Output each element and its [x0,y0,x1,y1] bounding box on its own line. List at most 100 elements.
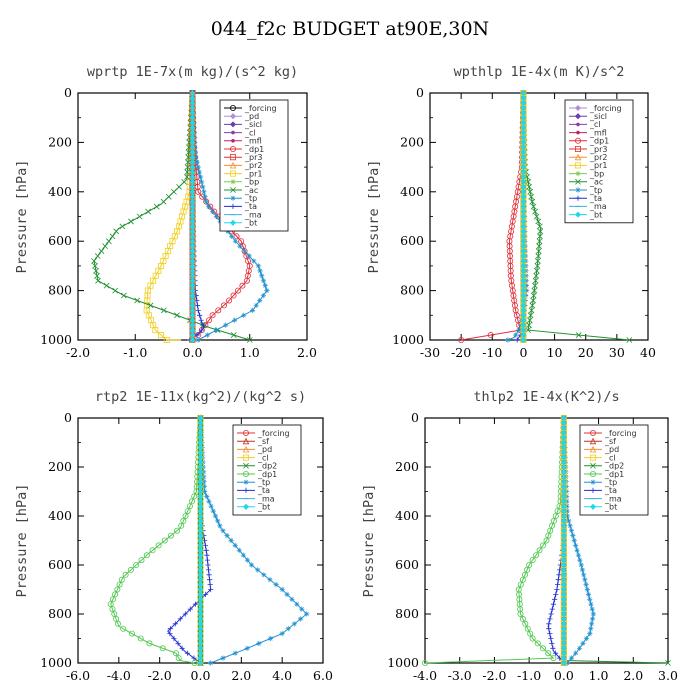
legend-label: _ma [589,202,607,211]
data-point [547,631,553,637]
panel-title: rtp2 1E-11x(kg^2)/(kg^2 s) [95,389,306,405]
data-point [577,557,583,563]
panel-4: thlp2 1E-4x(K^2)/s Pressure [hPa] 0 200 400 6… [361,389,678,683]
data-point [176,183,182,190]
data-point [530,292,537,299]
data-point [545,650,552,657]
data-point [580,640,586,646]
data-point [197,659,204,667]
data-point [550,655,557,662]
data-point [574,547,580,553]
legend-item: _mfl [224,137,262,146]
data-point [209,208,216,215]
data-point [531,287,538,294]
data-point [517,581,524,588]
data-point [548,611,554,617]
data-point [181,179,188,185]
legend-marker [229,105,236,112]
legend-marker [589,445,597,453]
legend-marker [229,161,237,169]
data-point [530,297,536,304]
data-point [552,596,558,602]
y-axis-label: Pressure [hPa] [361,484,377,598]
data-point [284,591,290,597]
legend-marker [242,470,249,477]
data-point [571,537,577,544]
data-point [160,198,167,205]
data-point [536,223,543,230]
data-point [114,586,121,593]
legend-label: _ta [244,202,257,211]
legend-label: _cl [589,120,601,129]
y-tick-label: 200 [48,134,72,149]
data-point [279,586,285,593]
data-point [264,288,270,294]
legend-item: _cl [237,453,269,462]
data-point [223,322,229,328]
legend-label: _ta [257,486,270,495]
data-point [536,547,543,554]
data-point [197,174,204,180]
data-point [584,586,590,593]
data-point [208,586,214,593]
data-point [583,582,589,588]
legend-label: _dp1 [257,470,277,479]
data-point [566,518,572,524]
data-point [521,571,528,578]
legend-marker [242,429,249,436]
series-bt [189,89,196,344]
data-point [220,528,226,534]
data-point [243,277,250,284]
data-point [534,258,541,264]
data-point [528,193,535,200]
data-point [533,272,540,279]
legend-marker [590,470,597,477]
data-point [575,332,582,338]
data-point [210,508,216,514]
data-point [273,582,279,588]
legend-label: _bt [244,219,257,228]
legend-item: _cl [224,128,256,137]
data-point [267,577,273,583]
data-point [213,213,219,220]
data-point [136,213,143,220]
data-point [232,317,238,323]
data-point [171,188,177,195]
legend-item: _dp2 [584,462,624,471]
data-point [119,223,126,230]
data-point [153,203,160,210]
legend-label: _dp1 [604,470,624,479]
legend-item: _pd [584,445,619,454]
panel-1: wprtp 1E-7x(m kg)/(s^2 kg) Pressure [hPa]… [14,64,317,360]
legend-item: _pr3 [569,145,607,154]
data-point [161,537,168,544]
data-point [294,601,300,607]
data-point [98,248,105,254]
data-point [590,611,596,617]
data-point [184,164,191,170]
data-point [201,189,207,195]
data-point [167,532,174,539]
data-point [195,337,201,343]
legend-marker [575,145,582,152]
data-point [556,572,562,578]
legend-marker [242,445,250,453]
data-point [289,596,295,602]
data-point [217,523,223,529]
data-point [201,488,208,495]
data-point [191,493,198,500]
data-point [255,567,261,573]
data-point [262,283,268,289]
data-point [201,484,207,490]
legend-label: _cl [244,128,256,137]
data-point [576,645,583,651]
data-point [102,243,109,250]
x-tick-label: 1.0 [240,345,260,360]
legend-item: _bp [224,178,259,187]
data-point [212,513,219,519]
legend-item: _tp [224,194,257,203]
data-point [248,562,255,568]
data-point [575,552,582,558]
data-point [143,552,150,559]
data-point [178,522,185,529]
